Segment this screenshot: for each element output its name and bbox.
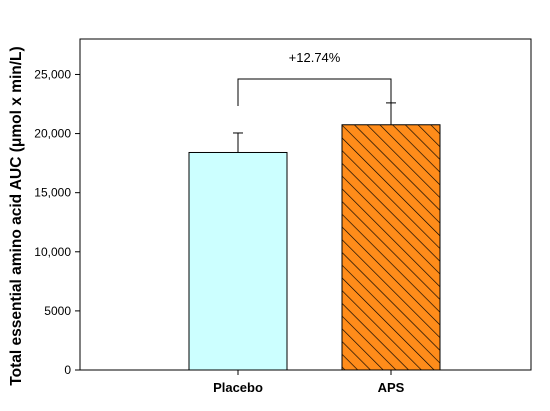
annotation-label: +12.74% [289, 50, 341, 65]
significance-annotation: +12.74% [237, 50, 392, 106]
y-tick-label: 15,000 [34, 186, 71, 200]
x-tick-label-placebo: Placebo [213, 380, 263, 395]
y-tick-label: 25,000 [34, 67, 71, 81]
bar-placebo [189, 152, 287, 370]
bars [188, 124, 441, 371]
y-tick-label: 5000 [44, 304, 71, 318]
plot-area [79, 38, 532, 371]
x-axis: Placebo APS [213, 370, 405, 395]
bracket [237, 78, 392, 106]
bar-hatch-aps [342, 124, 440, 370]
error-bars [233, 102, 396, 153]
plot-frame [79, 38, 532, 371]
y-tick-label: 20,000 [34, 127, 71, 141]
y-axis-label: Total essential amino acid AUC (μmol x m… [8, 46, 25, 385]
x-tick-label-aps: APS [378, 380, 405, 395]
y-tick-label: 10,000 [34, 245, 71, 259]
y-tick-label: 0 [64, 363, 71, 377]
y-axis: 0 5000 10,000 15,000 20,000 25,000 [34, 67, 80, 377]
